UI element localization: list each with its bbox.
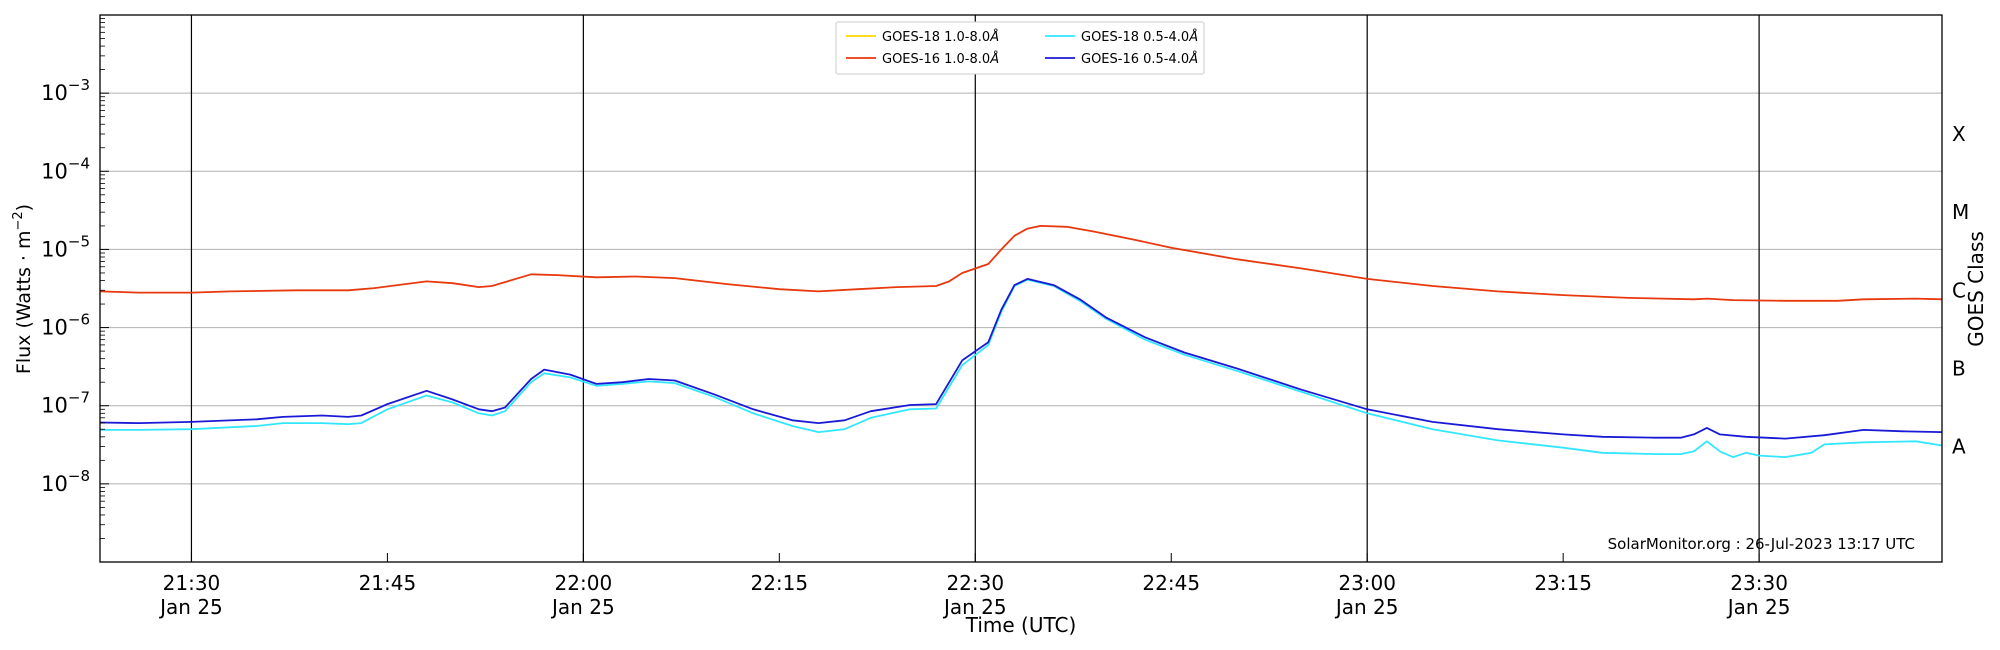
y-tick-label: 10−5: [41, 232, 90, 261]
legend: GOES-18 1.0-8.0Å GOES-16 1.0-8.0Å GOES-18 …: [835, 21, 1205, 75]
x-tick-time-label: 21:30: [163, 571, 221, 595]
x-tick-date-label: Jan 25: [1334, 595, 1399, 619]
x-tick-date-label: Jan 25: [550, 595, 615, 619]
y-tick-label: 10−6: [41, 311, 90, 340]
legend-entry-label: GOES-16 0.5-4.0Å: [1081, 51, 1198, 67]
y-tick-label: 10−8: [41, 467, 90, 496]
legend-entry-label: GOES-18 1.0-8.0Å: [882, 29, 999, 45]
x-axis-label: Time (UTC): [965, 613, 1077, 637]
x-tick-time-label: 23:30: [1730, 571, 1788, 595]
credit-text: SolarMonitor.org : 26-Jul-2023 13:17 UTC: [1608, 535, 1915, 553]
x-tick-time-label: 22:15: [750, 571, 808, 595]
legend-entry-label: GOES-18 0.5-4.0Å: [1081, 29, 1198, 45]
x-tick-date-label: Jan 25: [942, 595, 1007, 619]
x-tick-time-label: 22:30: [946, 571, 1004, 595]
goes-class-label: M: [1952, 200, 1969, 224]
legend-entry-label: GOES-16 1.0-8.0Å: [882, 51, 999, 67]
goes-class-label: B: [1952, 356, 1966, 380]
legend-box: [835, 21, 1205, 75]
x-tick-date-label: Jan 25: [158, 595, 223, 619]
series-line-goes-18-0-5-4-0: [100, 278, 1943, 458]
y-tick-label: 10−4: [41, 154, 90, 183]
x-tick-time-label: 22:00: [555, 571, 613, 595]
x-tick-time-label: 21:45: [359, 571, 417, 595]
x-tick-date-label: Jan 25: [1726, 595, 1791, 619]
series-line-goes-16-0-5-4-0: [99, 278, 1943, 440]
y-tick-label: 10−7: [41, 389, 90, 418]
date-boundary-lines: [190, 15, 1760, 562]
series-layer: [99, 225, 1943, 458]
goes-class-label: C: [1952, 278, 1966, 302]
x-tick-time-label: 23:00: [1338, 571, 1396, 595]
goes-class-label: A: [1952, 435, 1966, 459]
y-axis-label: Flux (Watts · m−2): [11, 204, 35, 374]
goes-class-axis-label: GOES Class: [1964, 231, 1988, 347]
x-tick-time-label: 23:15: [1534, 571, 1592, 595]
grid-layer: [100, 92, 1942, 485]
plot-frame: [99, 14, 1943, 563]
x-tick-time-label: 22:45: [1142, 571, 1200, 595]
y-tick-label: 10−3: [41, 76, 90, 105]
series-line-goes-16-1-0-8-0: [99, 225, 1943, 302]
goes-class-label: X: [1952, 122, 1966, 146]
